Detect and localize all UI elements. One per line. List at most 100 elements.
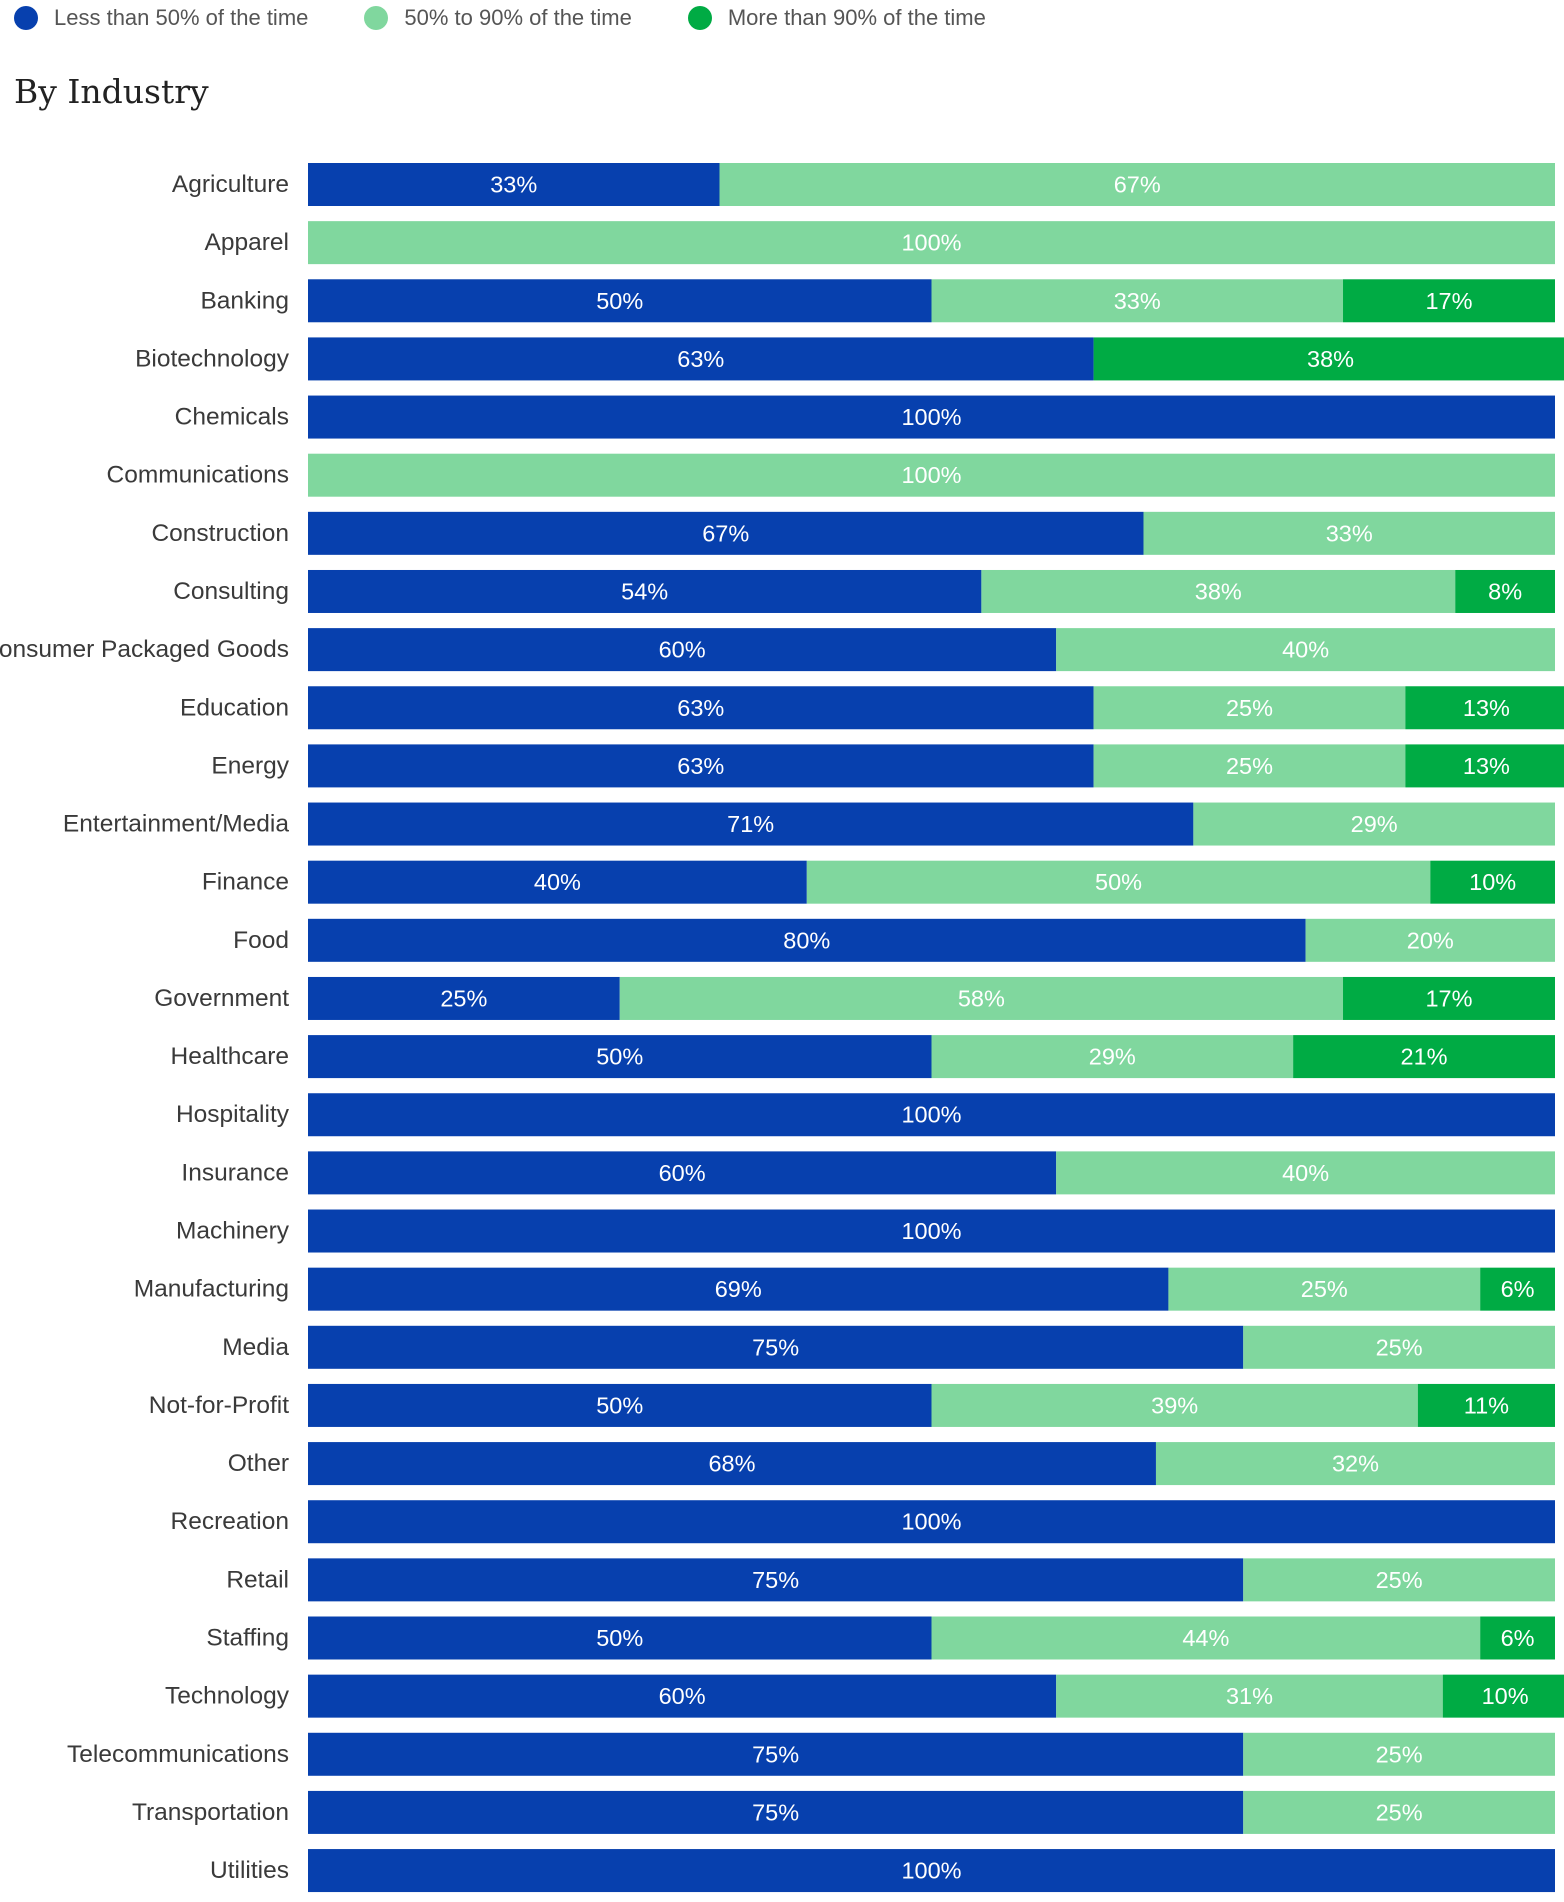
- legend-item-less-than-50: Less than 50% of the time: [14, 5, 308, 31]
- category-label-staffing: Staffing: [206, 1625, 289, 1652]
- bar-segment-construction-50-to-90-of-the-time: [1143, 511, 1555, 555]
- data-label-agriculture-less-than-50-of-the-time: 33%: [490, 172, 537, 198]
- bar-segment-energy-less-than-50-of-the-time: [308, 744, 1094, 788]
- data-label-government-50-to-90-of-the-time: 58%: [958, 985, 1005, 1011]
- category-label-construction: Construction: [151, 520, 289, 547]
- data-label-utilities-less-than-50-of-the-time: 100%: [901, 1858, 961, 1884]
- bar-segment-entertainment-media-50-to-90-of-the-time: [1193, 802, 1555, 846]
- data-label-consumer-packaged-goods-50-to-90-of-the-time: 40%: [1282, 637, 1329, 663]
- data-label-recreation-less-than-50-of-the-time: 100%: [901, 1509, 961, 1535]
- data-label-biotechnology-more-than-90-of-the-time: 38%: [1307, 346, 1354, 372]
- legend-swatch-more-than-90: [687, 6, 712, 30]
- category-label-banking: Banking: [200, 287, 289, 314]
- category-label-retail: Retail: [226, 1566, 289, 1593]
- bar-segment-consulting-50-to-90-of-the-time: [981, 569, 1456, 613]
- data-label-healthcare-more-than-90-of-the-time: 21%: [1401, 1044, 1448, 1070]
- bar-segment-agriculture-50-to-90-of-the-time: [719, 163, 1555, 206]
- bar-segment-finance-50-to-90-of-the-time: [806, 860, 1431, 904]
- bar-segment-banking-50-to-90-of-the-time: [931, 279, 1344, 323]
- data-label-other-less-than-50-of-the-time: 68%: [708, 1451, 755, 1477]
- bar-segment-technology-50-to-90-of-the-time: [1056, 1674, 1443, 1718]
- data-label-hospitality-less-than-50-of-the-time: 100%: [901, 1102, 961, 1128]
- bar-segment-biotechnology-more-than-90-of-the-time: [1093, 337, 1564, 381]
- bar-segment-not-for-profit-less-than-50-of-the-time: [308, 1383, 932, 1427]
- data-label-technology-50-to-90-of-the-time: 31%: [1226, 1683, 1273, 1709]
- category-label-healthcare: Healthcare: [171, 1043, 289, 1070]
- bar-segment-staffing-more-than-90-of-the-time: [1480, 1616, 1555, 1660]
- category-label-hospitality: Hospitality: [176, 1101, 290, 1128]
- legend-label-more-than-90: More than 90% of the time: [727, 5, 986, 30]
- data-label-food-50-to-90-of-the-time: 20%: [1407, 927, 1454, 953]
- bar-segment-manufacturing-more-than-90-of-the-time: [1480, 1267, 1555, 1311]
- bar-segment-food-50-to-90-of-the-time: [1305, 918, 1555, 962]
- bar-segment-banking-less-than-50-of-the-time: [308, 279, 932, 323]
- data-label-staffing-50-to-90-of-the-time: 44%: [1182, 1625, 1229, 1651]
- bar-segment-government-50-to-90-of-the-time: [619, 976, 1344, 1020]
- bar-segment-manufacturing-50-to-90-of-the-time: [1168, 1267, 1481, 1311]
- data-label-manufacturing-50-to-90-of-the-time: 25%: [1301, 1276, 1348, 1302]
- data-label-government-less-than-50-of-the-time: 25%: [440, 985, 487, 1011]
- category-label-education: Education: [180, 694, 289, 721]
- bar-segment-consumer-packaged-goods-50-to-90-of-the-time: [1056, 628, 1555, 672]
- bar-segment-communications-50-to-90-of-the-time: [308, 453, 1555, 497]
- data-label-banking-50-to-90-of-the-time: 33%: [1114, 288, 1161, 314]
- data-label-finance-less-than-50-of-the-time: 40%: [534, 869, 581, 895]
- data-label-government-more-than-90-of-the-time: 17%: [1425, 985, 1472, 1011]
- bar-segment-transportation-less-than-50-of-the-time: [308, 1790, 1244, 1834]
- bar-segment-retail-50-to-90-of-the-time: [1243, 1558, 1555, 1602]
- data-label-construction-50-to-90-of-the-time: 33%: [1326, 520, 1373, 546]
- data-label-food-less-than-50-of-the-time: 80%: [783, 927, 830, 953]
- category-label-entertainment-media: Entertainment/Media: [63, 811, 289, 838]
- bar-segment-staffing-50-to-90-of-the-time: [931, 1616, 1481, 1660]
- bar-segment-insurance-50-to-90-of-the-time: [1056, 1151, 1555, 1195]
- bar-segment-government-less-than-50-of-the-time: [308, 976, 620, 1020]
- data-label-finance-more-than-90-of-the-time: 10%: [1469, 869, 1516, 895]
- bar-segment-finance-more-than-90-of-the-time: [1430, 860, 1555, 904]
- data-label-finance-50-to-90-of-the-time: 50%: [1095, 869, 1142, 895]
- bar-segment-not-for-profit-more-than-90-of-the-time: [1417, 1383, 1555, 1427]
- bar-segment-machinery-less-than-50-of-the-time: [308, 1209, 1555, 1253]
- data-label-technology-less-than-50-of-the-time: 60%: [659, 1683, 706, 1709]
- category-label-other: Other: [228, 1450, 289, 1477]
- data-label-staffing-less-than-50-of-the-time: 50%: [596, 1625, 643, 1651]
- data-label-energy-50-to-90-of-the-time: 25%: [1226, 753, 1273, 779]
- category-label-technology: Technology: [165, 1683, 290, 1710]
- data-label-healthcare-50-to-90-of-the-time: 29%: [1089, 1044, 1136, 1070]
- data-label-insurance-less-than-50-of-the-time: 60%: [659, 1160, 706, 1186]
- bar-segment-technology-more-than-90-of-the-time: [1442, 1674, 1564, 1718]
- data-label-retail-less-than-50-of-the-time: 75%: [752, 1567, 799, 1593]
- data-label-other-50-to-90-of-the-time: 32%: [1332, 1451, 1379, 1477]
- category-label-insurance: Insurance: [181, 1159, 289, 1186]
- bar-segment-consumer-packaged-goods-less-than-50-of-the-time: [308, 628, 1057, 672]
- bar-segment-healthcare-less-than-50-of-the-time: [308, 1035, 932, 1079]
- category-label-telecommunications: Telecommunications: [67, 1741, 289, 1768]
- bar-segment-other-50-to-90-of-the-time: [1155, 1442, 1555, 1486]
- legend-label-50-to-90: 50% to 90% of the time: [404, 5, 632, 30]
- bar-segment-government-more-than-90-of-the-time: [1343, 976, 1555, 1020]
- bar-segment-biotechnology-less-than-50-of-the-time: [308, 337, 1094, 381]
- bar-segment-energy-more-than-90-of-the-time: [1405, 744, 1564, 788]
- bar-segment-hospitality-less-than-50-of-the-time: [308, 1093, 1555, 1137]
- legend-swatch-50-to-90: [364, 6, 389, 30]
- data-label-consumer-packaged-goods-less-than-50-of-the-time: 60%: [659, 637, 706, 663]
- category-label-media: Media: [222, 1334, 289, 1361]
- data-label-staffing-more-than-90-of-the-time: 6%: [1501, 1625, 1535, 1651]
- data-label-consulting-less-than-50-of-the-time: 54%: [621, 578, 668, 604]
- bar-segment-apparel-50-to-90-of-the-time: [308, 221, 1555, 265]
- data-label-telecommunications-less-than-50-of-the-time: 75%: [752, 1741, 799, 1767]
- data-label-insurance-50-to-90-of-the-time: 40%: [1282, 1160, 1329, 1186]
- bar-segment-insurance-less-than-50-of-the-time: [308, 1151, 1057, 1195]
- category-label-recreation: Recreation: [171, 1508, 289, 1535]
- data-label-media-less-than-50-of-the-time: 75%: [752, 1334, 799, 1360]
- legend-item-more-than-90: More than 90% of the time: [687, 5, 986, 31]
- category-label-finance: Finance: [202, 869, 289, 896]
- data-label-technology-more-than-90-of-the-time: 10%: [1482, 1683, 1529, 1709]
- bar-segment-staffing-less-than-50-of-the-time: [308, 1616, 932, 1660]
- chart-legend: Less than 50% of the time 50% to 90% of …: [14, 2, 1042, 34]
- data-label-apparel-50-to-90-of-the-time: 100%: [901, 230, 961, 256]
- bar-segment-utilities-less-than-50-of-the-time: [308, 1849, 1555, 1893]
- legend-label-less-than-50: Less than 50% of the time: [54, 5, 309, 30]
- data-label-transportation-50-to-90-of-the-time: 25%: [1376, 1799, 1423, 1825]
- chart-title: By Industry: [14, 72, 209, 111]
- category-label-not-for-profit: Not-for-Profit: [149, 1392, 289, 1419]
